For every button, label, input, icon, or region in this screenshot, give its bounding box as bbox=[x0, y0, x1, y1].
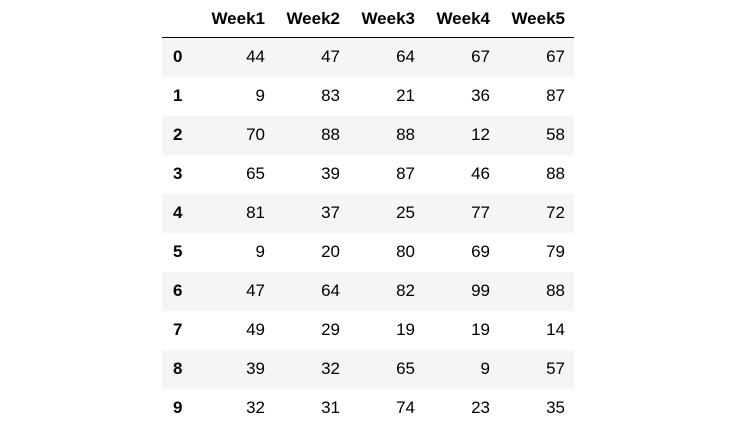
table-cell: 32 bbox=[321, 359, 340, 378]
row-index: 5 bbox=[173, 242, 183, 261]
row-index: 8 bbox=[173, 359, 183, 378]
table-cell: 9 bbox=[255, 86, 265, 105]
table-cell: 36 bbox=[471, 86, 490, 105]
table-row: 6 47 64 82 99 88 bbox=[162, 271, 574, 311]
table-row: 1 9 83 21 36 87 bbox=[162, 77, 574, 116]
table-cell: 88 bbox=[546, 281, 565, 300]
table-cell: 39 bbox=[321, 164, 340, 183]
table-cell: 99 bbox=[471, 281, 490, 300]
table-cell: 47 bbox=[246, 281, 265, 300]
table-cell: 46 bbox=[471, 164, 490, 183]
table-cell: 21 bbox=[396, 86, 415, 105]
row-index: 4 bbox=[173, 203, 183, 222]
table-cell: 35 bbox=[546, 398, 565, 417]
table-cell: 83 bbox=[321, 86, 340, 105]
header-row: Week1 Week2 Week3 Week4 Week5 bbox=[162, 0, 574, 38]
table-cell: 69 bbox=[471, 242, 490, 261]
table-cell: 9 bbox=[255, 242, 265, 261]
table-cell: 77 bbox=[471, 203, 490, 222]
table-row: 9 32 31 74 23 35 bbox=[162, 389, 574, 428]
index-header-corner bbox=[162, 0, 199, 38]
table-row: 2 70 88 88 12 58 bbox=[162, 115, 574, 155]
table-cell: 64 bbox=[321, 281, 340, 300]
table-row: 3 65 39 87 46 88 bbox=[162, 155, 574, 194]
table-cell: 9 bbox=[480, 359, 490, 378]
row-index: 2 bbox=[173, 125, 183, 144]
table-cell: 31 bbox=[321, 398, 340, 417]
table-cell: 44 bbox=[246, 47, 265, 67]
row-index: 9 bbox=[173, 398, 183, 417]
table-cell: 47 bbox=[321, 47, 340, 67]
table-cell: 58 bbox=[546, 125, 565, 144]
table-cell: 19 bbox=[471, 320, 490, 339]
table-cell: 87 bbox=[396, 164, 415, 183]
table-cell: 39 bbox=[246, 359, 265, 378]
table-cell: 67 bbox=[546, 47, 565, 67]
table-cell: 32 bbox=[246, 398, 265, 417]
table-cell: 49 bbox=[246, 320, 265, 339]
table-body: 0 44 47 64 67 67 1 9 83 21 36 87 2 70 88… bbox=[162, 37, 574, 428]
table-cell: 65 bbox=[396, 359, 415, 378]
row-index: 0 bbox=[173, 47, 183, 67]
row-index: 3 bbox=[173, 164, 183, 183]
table-cell: 80 bbox=[396, 242, 415, 261]
table-cell: 57 bbox=[546, 359, 565, 378]
table-cell: 19 bbox=[396, 320, 415, 339]
table-cell: 12 bbox=[471, 125, 490, 144]
table-cell: 37 bbox=[321, 203, 340, 222]
table-cell: 29 bbox=[321, 320, 340, 339]
table-cell: 72 bbox=[546, 203, 565, 222]
table-cell: 23 bbox=[471, 398, 490, 417]
table-cell: 70 bbox=[246, 125, 265, 144]
data-table: Week1 Week2 Week3 Week4 Week5 0 44 47 64… bbox=[162, 0, 574, 428]
row-index: 6 bbox=[173, 281, 183, 300]
column-header-week1: Week1 bbox=[199, 0, 274, 38]
column-header-week2: Week2 bbox=[274, 0, 349, 38]
table-row: 8 39 32 65 9 57 bbox=[162, 349, 574, 389]
table-cell: 25 bbox=[396, 203, 415, 222]
table-row: 0 44 47 64 67 67 bbox=[162, 37, 574, 77]
table-header: Week1 Week2 Week3 Week4 Week5 bbox=[162, 0, 574, 38]
table-cell: 64 bbox=[396, 47, 415, 67]
table-cell: 88 bbox=[546, 164, 565, 183]
table-cell: 82 bbox=[396, 281, 415, 300]
column-header-week3: Week3 bbox=[349, 0, 424, 38]
table-cell: 87 bbox=[546, 86, 565, 105]
table-cell: 67 bbox=[471, 47, 490, 67]
column-header-week5: Week5 bbox=[499, 0, 574, 38]
table-cell: 81 bbox=[246, 203, 265, 222]
table-row: 7 49 29 19 19 14 bbox=[162, 311, 574, 350]
table-cell: 20 bbox=[321, 242, 340, 261]
row-index: 7 bbox=[173, 320, 183, 339]
table-cell: 14 bbox=[546, 320, 565, 339]
row-index: 1 bbox=[173, 86, 183, 105]
table-cell: 79 bbox=[546, 242, 565, 261]
column-header-week4: Week4 bbox=[424, 0, 499, 38]
table-row: 5 9 20 80 69 79 bbox=[162, 233, 574, 272]
table-cell: 65 bbox=[246, 164, 265, 183]
table-cell: 88 bbox=[321, 125, 340, 144]
table-cell: 88 bbox=[396, 125, 415, 144]
table-cell: 74 bbox=[396, 398, 415, 417]
table-row: 4 81 37 25 77 72 bbox=[162, 193, 574, 233]
